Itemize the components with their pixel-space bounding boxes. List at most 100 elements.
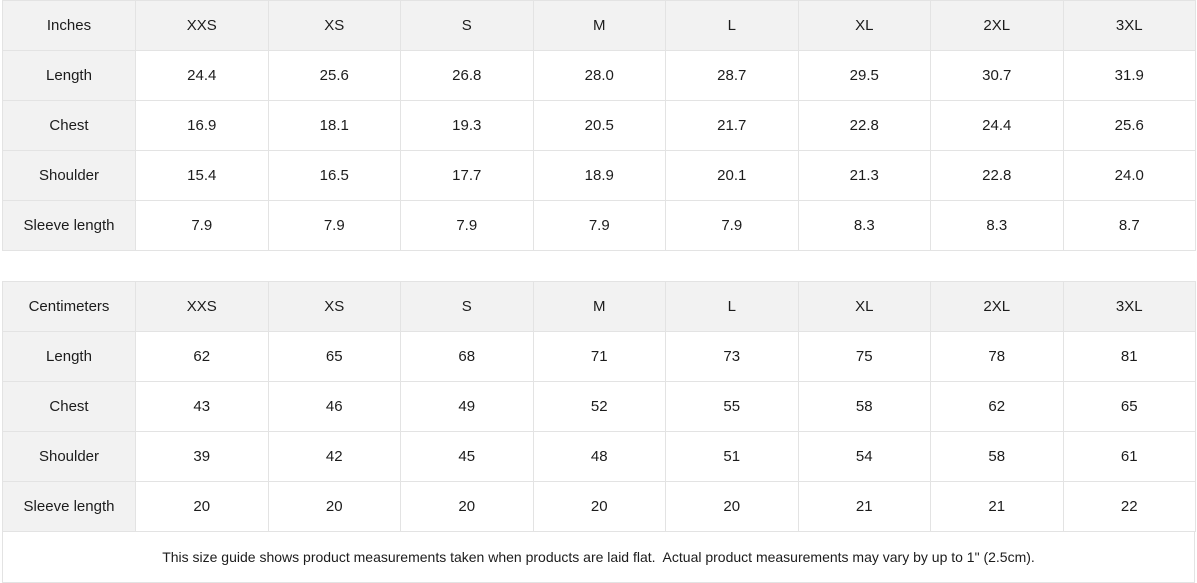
cell-sleeve-xs: 7.9 [267,200,401,251]
table-row: Length 62 65 68 71 73 75 78 81 [2,331,1196,382]
cell-length-xs: 25.6 [267,50,401,101]
column-header-xl: XL [797,281,931,332]
cell-shoulder-xxs: 15.4 [135,150,269,201]
table-row: Sleeve length 20 20 20 20 20 21 21 22 [2,481,1196,532]
column-header-s: S [400,281,534,332]
cell-sleeve-xl: 21 [797,481,931,532]
column-header-2xl: 2XL [930,281,1064,332]
cell-chest-xxs: 43 [135,381,269,432]
cell-shoulder-s: 45 [400,431,534,482]
cell-chest-xs: 18.1 [267,100,401,151]
cell-shoulder-xl: 21.3 [797,150,931,201]
cell-shoulder-l: 20.1 [665,150,799,201]
cell-sleeve-xs: 20 [267,481,401,532]
row-label-sleeve-length: Sleeve length [2,481,136,532]
row-label-length: Length [2,331,136,382]
row-label-sleeve-length: Sleeve length [2,200,136,251]
cell-sleeve-xxs: 20 [135,481,269,532]
cell-chest-m: 20.5 [532,100,666,151]
cell-chest-xs: 46 [267,381,401,432]
cell-sleeve-l: 7.9 [665,200,799,251]
cell-sleeve-m: 7.9 [532,200,666,251]
cell-chest-xl: 58 [797,381,931,432]
cell-length-m: 71 [532,331,666,382]
size-guide-footnote: This size guide shows product measuremen… [2,531,1195,583]
cell-shoulder-m: 18.9 [532,150,666,201]
cell-shoulder-l: 51 [665,431,799,482]
cell-sleeve-xxs: 7.9 [135,200,269,251]
column-header-xxs: XXS [135,0,269,51]
cell-chest-3xl: 25.6 [1062,100,1196,151]
cell-length-3xl: 81 [1062,331,1196,382]
column-header-3xl: 3XL [1062,281,1196,332]
column-header-l: L [665,281,799,332]
cell-chest-s: 19.3 [400,100,534,151]
cell-shoulder-2xl: 22.8 [930,150,1064,201]
row-label-length: Length [2,50,136,101]
cell-sleeve-xl: 8.3 [797,200,931,251]
column-header-xs: XS [267,281,401,332]
size-table-centimeters: Centimeters XXS XS S M L XL 2XL 3XL Leng… [2,281,1196,532]
cell-shoulder-xs: 42 [267,431,401,482]
table-row: Chest 16.9 18.1 19.3 20.5 21.7 22.8 24.4… [2,100,1196,151]
table-row: Shoulder 15.4 16.5 17.7 18.9 20.1 21.3 2… [2,150,1196,201]
cell-sleeve-m: 20 [532,481,666,532]
column-header-xxs: XXS [135,281,269,332]
table-row: Sleeve length 7.9 7.9 7.9 7.9 7.9 8.3 8.… [2,200,1196,251]
cell-sleeve-s: 7.9 [400,200,534,251]
cell-sleeve-s: 20 [400,481,534,532]
unit-label-inches: Inches [2,0,136,51]
table-body-inches: Length 24.4 25.6 26.8 28.0 28.7 29.5 30.… [2,50,1196,251]
cell-length-m: 28.0 [532,50,666,101]
cell-shoulder-s: 17.7 [400,150,534,201]
cell-shoulder-m: 48 [532,431,666,482]
header-row: Inches XXS XS S M L XL 2XL 3XL [2,0,1196,51]
size-guide-footnote-table: This size guide shows product measuremen… [2,531,1195,583]
cell-shoulder-3xl: 24.0 [1062,150,1196,201]
cell-chest-xxs: 16.9 [135,100,269,151]
cell-chest-s: 49 [400,381,534,432]
cell-length-xxs: 62 [135,331,269,382]
row-label-chest: Chest [2,100,136,151]
cell-length-s: 68 [400,331,534,382]
cell-chest-2xl: 62 [930,381,1064,432]
table-row: Shoulder 39 42 45 48 51 54 58 61 [2,431,1196,482]
cell-shoulder-xs: 16.5 [267,150,401,201]
cell-chest-3xl: 65 [1062,381,1196,432]
cell-sleeve-l: 20 [665,481,799,532]
cell-length-xxs: 24.4 [135,50,269,101]
table-header-centimeters: Centimeters XXS XS S M L XL 2XL 3XL [2,281,1196,332]
cell-shoulder-xxs: 39 [135,431,269,482]
table-body-centimeters: Length 62 65 68 71 73 75 78 81 Chest 43 … [2,331,1196,532]
table-row: Chest 43 46 49 52 55 58 62 65 [2,381,1196,432]
cell-sleeve-3xl: 22 [1062,481,1196,532]
row-label-chest: Chest [2,381,136,432]
column-header-3xl: 3XL [1062,0,1196,51]
table-header-inches: Inches XXS XS S M L XL 2XL 3XL [2,0,1196,51]
size-table-inches: Inches XXS XS S M L XL 2XL 3XL Length 24… [2,0,1196,251]
column-header-s: S [400,0,534,51]
cell-shoulder-2xl: 58 [930,431,1064,482]
column-header-xl: XL [797,0,931,51]
cell-length-xl: 29.5 [797,50,931,101]
footnote-row: This size guide shows product measuremen… [2,531,1195,583]
cell-length-xs: 65 [267,331,401,382]
row-label-shoulder: Shoulder [2,431,136,482]
column-header-xs: XS [267,0,401,51]
cell-chest-l: 55 [665,381,799,432]
column-header-m: M [532,281,666,332]
column-header-l: L [665,0,799,51]
cell-sleeve-2xl: 8.3 [930,200,1064,251]
table-separator [2,251,1195,281]
cell-chest-xl: 22.8 [797,100,931,151]
cell-length-xl: 75 [797,331,931,382]
cell-length-3xl: 31.9 [1062,50,1196,101]
cell-sleeve-3xl: 8.7 [1062,200,1196,251]
column-header-2xl: 2XL [930,0,1064,51]
cell-chest-l: 21.7 [665,100,799,151]
cell-chest-2xl: 24.4 [930,100,1064,151]
unit-label-centimeters: Centimeters [2,281,136,332]
cell-length-l: 28.7 [665,50,799,101]
cell-length-s: 26.8 [400,50,534,101]
